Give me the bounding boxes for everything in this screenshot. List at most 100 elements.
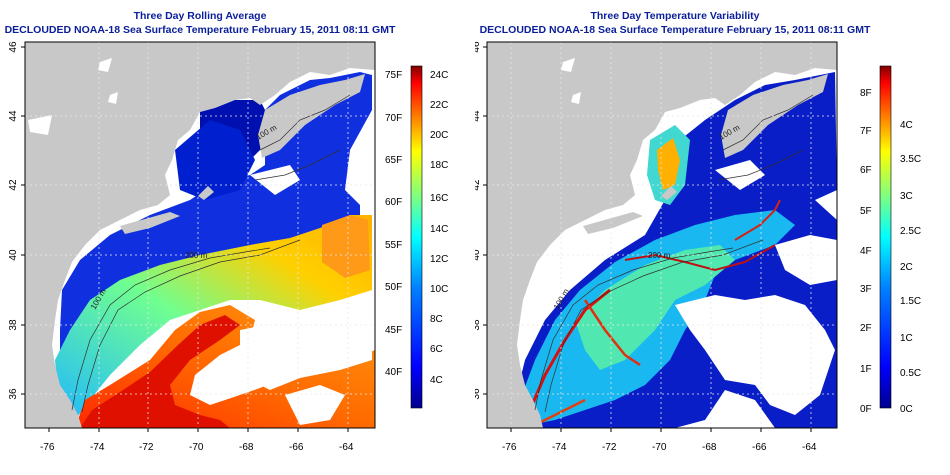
lake (561, 58, 575, 72)
nova-scotia (721, 74, 828, 158)
colorbar-f-label: 0F (860, 404, 872, 415)
colorbar-c-label: 8C (430, 314, 443, 325)
x-tick-label: -68 (239, 442, 254, 453)
gulf-stream-core (80, 315, 240, 428)
colorbar-c-label: 2C (900, 262, 913, 273)
colorbar-f-label: 2F (860, 323, 872, 334)
y-tick-label: 38 (8, 319, 19, 331)
left-map-title: Three Day Rolling Average (133, 10, 267, 22)
moderate-variability-water (575, 245, 735, 370)
y-tick-label: 40 (8, 249, 19, 261)
thermal-front (734, 199, 781, 241)
y-tick-label: 46 (8, 41, 19, 53)
long-island (583, 212, 643, 234)
colorbar-f-label: 5F (860, 206, 872, 217)
colorbar-c-label: 18C (430, 160, 448, 171)
right-x-axis: -76 -74 -72 -70 -68 -66 -64 (502, 428, 817, 453)
colorbar-f-label: 60F (385, 197, 402, 208)
x-tick-label: -64 (339, 442, 354, 453)
right-map-title: Three Day Temperature Variability (590, 10, 760, 22)
isobath-contour (717, 94, 814, 181)
long-island (120, 212, 180, 234)
left-colorbar: 24C 22C 20C 18C 16C 14C 12C 10C 8C 6C 4C (410, 65, 448, 409)
thermal-front (534, 398, 586, 427)
contour-label: 200 m (185, 251, 208, 260)
y-tick-label: 40 (475, 249, 482, 261)
right-map-panel: Three Day Temperature Variability DECLOU… (475, 0, 950, 475)
slope-water (55, 215, 372, 420)
x-tick-label: -66 (752, 442, 767, 453)
isobath-contour (71, 247, 271, 411)
isobath-contour (81, 239, 301, 413)
no-data-patch (240, 318, 372, 390)
gulf-of-maine-blue (175, 120, 255, 200)
right-map-subtitle: DECLOUDED NOAA-18 Sea Surface Temperatur… (479, 24, 871, 36)
warm-core-ring (322, 215, 370, 278)
colorbar-c-label: 14C (430, 224, 448, 235)
lake (108, 92, 118, 104)
x-tick-label: -70 (189, 442, 204, 453)
no-data-patch (675, 295, 835, 415)
y-tick-label: 38 (475, 319, 482, 331)
x-tick-label: -72 (139, 442, 154, 453)
colorbar-f-label: 3F (860, 284, 872, 295)
x-tick-label: -76 (502, 442, 517, 453)
x-tick-label: -64 (802, 442, 817, 453)
no-data-patch (285, 385, 345, 425)
left-map-panel: Three Day Rolling Average DECLOUDED NOAA… (5, 10, 449, 453)
colorbar-c-label: 22C (430, 100, 448, 111)
colorbar-c-label: 3C (900, 191, 913, 202)
land-mass (487, 42, 837, 428)
colorbar-f-label: 70F (385, 113, 402, 124)
cape-cod (661, 186, 677, 200)
no-data-patch (250, 165, 300, 195)
left-x-axis: -76 -74 -72 -70 -68 -66 -64 (40, 428, 354, 453)
right-map: 100 m 200 m 100 m -76 -74 -72 -70 -68 -6… (475, 41, 838, 453)
colorbar-c-label: 3.5C (900, 154, 921, 165)
colorbar-f-label: 65F (385, 155, 402, 166)
colorbar-gradient (879, 65, 892, 409)
x-tick-label: -66 (289, 442, 304, 453)
left-y-axis: 46 44 42 40 38 36 (8, 41, 25, 400)
right-map-frame (486, 41, 838, 429)
isobath-contour (254, 94, 351, 181)
thermal-front (583, 299, 641, 367)
y-tick-label: 44 (475, 110, 482, 122)
y-tick-label: 36 (475, 388, 482, 400)
colorbar-c-label: 10C (430, 284, 448, 295)
colorbar-f-label: 4F (860, 246, 872, 257)
shelf-cold-water (60, 72, 372, 410)
colorbar-gradient (410, 65, 423, 409)
colorbar-f-label: 7F (860, 126, 872, 137)
colorbar-c-label: 0.5C (900, 368, 921, 379)
cape-cod (198, 186, 214, 200)
colorbar-c-label: 4C (430, 375, 443, 386)
colorbar-f-label: 50F (385, 282, 402, 293)
colorbar-c-label: 4C (900, 120, 913, 131)
y-tick-label: 46 (475, 41, 482, 53)
colorbar-c-label: 1.5C (900, 296, 921, 307)
no-data-patch (715, 160, 765, 190)
x-tick-label: -72 (602, 442, 617, 453)
land-mass (25, 42, 375, 428)
left-map: 100 m 200 m 100 m -76 -74 -72 -70 -68 -6… (8, 41, 376, 453)
y-tick-label: 36 (8, 388, 19, 400)
lake (571, 92, 581, 104)
colorbar-f-label: 55F (385, 240, 402, 251)
x-tick-label: -74 (552, 442, 567, 453)
lake (28, 115, 52, 135)
colorbar-c-label: 24C (430, 70, 448, 81)
x-tick-label: -68 (702, 442, 717, 453)
high-variability-core (657, 138, 680, 190)
right-colorbar: 8F 7F 6F 5F 4F 3F 2F 1F 0F 4C 3.5C 3C 2.… (860, 65, 921, 415)
no-data-patch (775, 235, 837, 285)
colorbar-c-label: 2.5C (900, 226, 921, 237)
colorbar-f-label: 1F (860, 364, 872, 375)
isobath-contour (544, 239, 764, 413)
contour-label: 200 m (648, 251, 671, 260)
colorbar-c-label: 12C (430, 254, 448, 265)
colorbar-f-label: 8F (860, 88, 872, 99)
x-tick-label: -74 (90, 442, 105, 453)
colorbar-f-label: 75F (385, 70, 402, 81)
colorbar-f-label: 6F (860, 165, 872, 176)
